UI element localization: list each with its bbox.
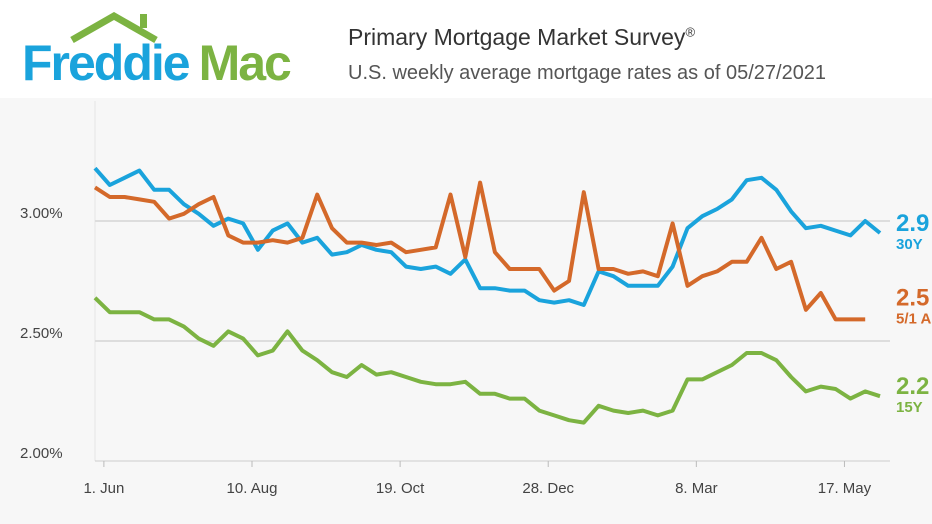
logo-freddie: Freddie <box>22 35 191 91</box>
logo-mac: Mac <box>198 35 292 91</box>
series-line-30y <box>93 166 882 307</box>
x-tick-label: 19. Oct <box>376 480 425 497</box>
chart-subtitle: U.S. weekly average mortgage rates as of… <box>348 62 827 84</box>
plot-background <box>0 98 932 524</box>
end-value-label: 2.5 <box>896 284 929 311</box>
series-line-15y <box>93 296 881 425</box>
y-tick-label: 2.00% <box>20 445 63 462</box>
end-value-label: 2.9 <box>896 210 929 237</box>
chart-title: Primary Mortgage Market Survey® <box>348 24 696 50</box>
x-tick-label: 28. Dec <box>522 480 574 497</box>
y-tick-label: 2.50% <box>20 325 63 342</box>
y-tick-label: 3.00% <box>20 205 63 222</box>
x-tick-label: 1. Jun <box>83 480 124 497</box>
x-tick-label: 17. May <box>818 480 872 497</box>
house-roof-icon <box>70 12 158 44</box>
end-series-label: 30Y <box>896 236 923 253</box>
x-tick-label: 8. Mar <box>675 480 718 497</box>
end-series-label: 15Y <box>896 399 923 416</box>
end-value-label: 2.2 <box>896 373 929 400</box>
freddie-mac-logo: Freddie Mac <box>22 12 322 92</box>
x-tick-label: 10. Aug <box>227 480 278 497</box>
end-series-label: 5/1 A <box>896 310 931 327</box>
series-line-51arm <box>93 180 866 322</box>
